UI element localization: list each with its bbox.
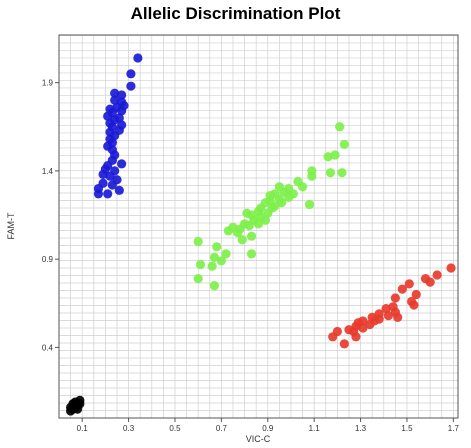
data-point-cluster-1 (110, 88, 120, 98)
data-point-cluster-3 (393, 312, 403, 322)
data-point-cluster-2 (330, 150, 340, 160)
data-point-cluster-2 (233, 228, 243, 238)
data-point-cluster-2 (223, 226, 233, 236)
data-point-cluster-3 (328, 332, 338, 342)
y-tick-label: 0.9 (42, 255, 54, 264)
x-tick-label: 0.1 (77, 424, 89, 433)
data-point-cluster-2 (193, 236, 203, 247)
data-point-cluster-3 (381, 303, 391, 314)
x-tick-label: 1.3 (355, 424, 367, 433)
data-point-cluster-3 (339, 339, 349, 349)
data-point-cluster-2 (209, 252, 220, 262)
data-point-cluster-1 (107, 180, 117, 190)
data-point-cluster-2 (304, 199, 315, 210)
chart-title: Allelic Discrimination Plot (130, 4, 341, 23)
data-point-cluster-2 (260, 215, 271, 225)
data-points (65, 53, 456, 416)
data-point-cluster-2 (193, 273, 203, 284)
x-axis-label: VIC-C (246, 434, 271, 444)
data-point-cluster-1 (117, 159, 127, 169)
data-point-cluster-3 (390, 293, 400, 303)
data-point-cluster-1 (103, 111, 113, 121)
data-point-cluster-1 (117, 90, 127, 100)
data-point-cluster-1 (93, 189, 104, 199)
data-point-cluster-3 (397, 284, 407, 294)
data-point-cluster-2 (335, 122, 345, 132)
data-point-cluster-2 (246, 249, 257, 259)
data-point-cluster-1 (103, 189, 113, 199)
data-point-cluster-2 (284, 192, 294, 202)
data-point-cluster-2 (221, 249, 231, 259)
data-point-cluster-2 (212, 242, 222, 252)
data-point-cluster-2 (297, 182, 308, 192)
x-tick-label: 0.9 (262, 424, 274, 433)
data-point-cluster-2 (253, 219, 264, 229)
data-point-cluster-2 (307, 171, 317, 181)
data-point-cluster-2 (337, 168, 347, 178)
data-point-cluster-4 (70, 402, 80, 413)
data-point-cluster-1 (126, 81, 136, 91)
data-point-cluster-1 (117, 106, 127, 116)
x-tick-label: 0.7 (216, 424, 228, 433)
data-point-cluster-2 (195, 259, 206, 270)
data-point-cluster-3 (358, 323, 368, 333)
tick-labels: 0.1 0.3 0.5 0.7 0.9 1.1 1.3 1.5 1.7 0.4 0.9 1.4 1.9 (42, 79, 460, 433)
data-point-cluster-3 (425, 277, 435, 287)
data-point-cluster-1 (105, 171, 115, 181)
x-tick-label: 0.5 (169, 424, 181, 433)
data-point-cluster-1 (110, 95, 120, 105)
data-point-cluster-3 (432, 270, 442, 280)
y-axis-label: FAM-T (6, 212, 16, 239)
data-point-cluster-2 (325, 168, 336, 178)
data-point-cluster-2 (277, 198, 287, 208)
data-point-cluster-3 (446, 263, 456, 273)
data-point-cluster-3 (404, 279, 414, 289)
data-point-cluster-2 (323, 152, 333, 162)
data-point-cluster-2 (339, 139, 349, 150)
data-point-cluster-3 (365, 319, 375, 330)
y-tick-label: 1.4 (42, 167, 54, 176)
y-tick-label: 1.9 (42, 79, 54, 88)
data-point-cluster-2 (209, 281, 220, 291)
x-tick-label: 1.5 (401, 424, 413, 433)
data-point-cluster-1 (126, 69, 136, 79)
y-tick-label: 0.4 (42, 343, 54, 352)
data-point-cluster-2 (244, 221, 254, 231)
data-point-cluster-3 (409, 300, 419, 310)
data-point-cluster-2 (237, 235, 247, 245)
data-point-cluster-3 (411, 289, 421, 300)
data-point-cluster-1 (98, 169, 108, 180)
x-tick-label: 1.7 (448, 424, 460, 433)
gridlines (59, 35, 458, 418)
x-tick-label: 1.1 (309, 424, 321, 433)
data-point-cluster-3 (351, 332, 361, 342)
data-point-cluster-2 (263, 208, 273, 218)
x-tick-label: 0.3 (123, 424, 135, 433)
data-point-cluster-1 (133, 53, 143, 63)
data-point-cluster-2 (246, 231, 257, 241)
data-point-cluster-3 (383, 311, 394, 321)
data-point-cluster-2 (207, 261, 217, 271)
data-point-cluster-2 (216, 256, 226, 266)
plot-frame (58, 34, 459, 419)
data-point-cluster-1 (114, 185, 124, 195)
